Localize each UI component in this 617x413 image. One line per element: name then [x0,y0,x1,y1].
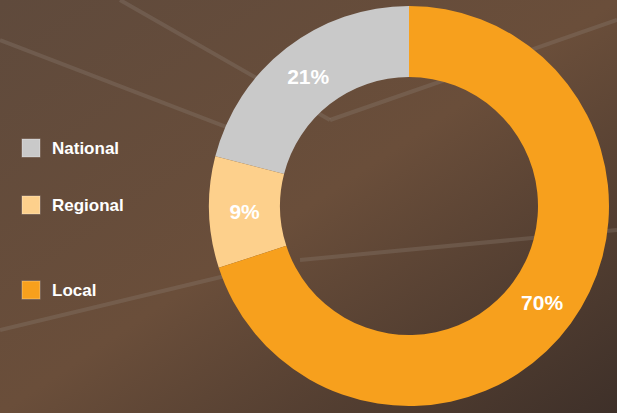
data-label: 9% [229,200,260,223]
legend-swatch [22,196,40,214]
slice [219,6,609,406]
slice [215,6,409,174]
data-labels: 21% 9% 70% [229,65,563,315]
data-label: 70% [521,291,563,314]
legend-label: Regional [52,196,124,215]
legend-label: Local [52,281,96,300]
data-label: 21% [287,65,329,88]
chart-container: 21% 9% 70% National Regional Local [0,0,617,413]
chart-svg: 21% 9% 70% National Regional Local [0,0,617,413]
legend: National Regional Local [22,139,124,300]
beam [0,270,250,330]
legend-swatch [22,139,40,157]
legend-swatch [22,281,40,299]
slices [209,6,609,406]
legend-label: National [52,139,119,158]
beam [0,40,260,140]
background [0,0,617,413]
